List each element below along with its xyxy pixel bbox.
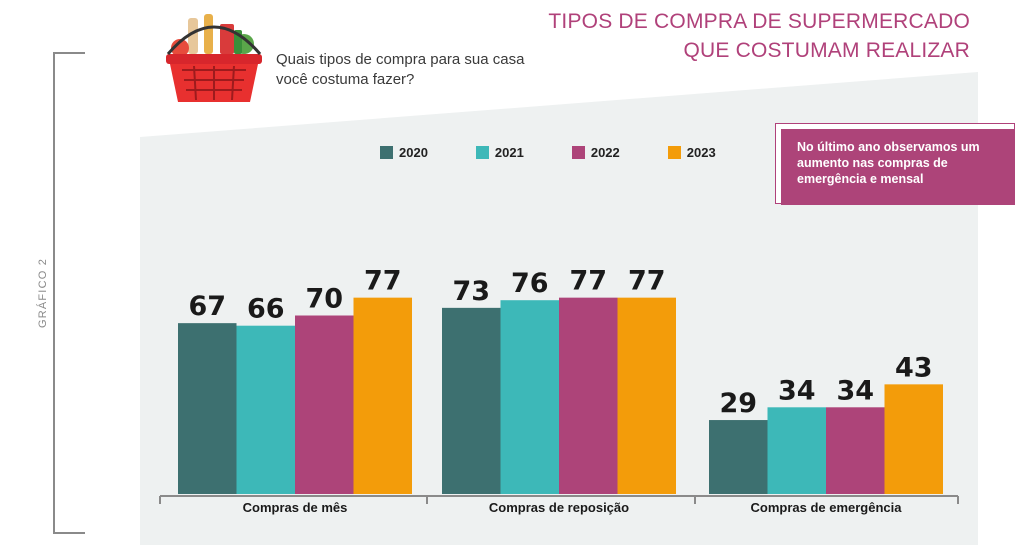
data-label: 66 — [247, 294, 285, 325]
data-label: 73 — [452, 276, 490, 307]
bar-2021-2 — [767, 407, 826, 494]
chart-legend: 2020 2021 2022 2023 — [380, 145, 764, 160]
callout-note: No último ano observamos um aumento nas … — [775, 123, 1015, 205]
bars-group: 67 66 70 77 73 76 77 77 29 34 34 43 — [178, 266, 943, 494]
legend-label: 2021 — [494, 145, 524, 160]
bar-2022-1 — [559, 297, 618, 494]
survey-question: Quais tipos de compra para sua casa você… — [276, 50, 524, 90]
bar-2020-1 — [442, 307, 501, 494]
legend-swatch — [380, 146, 393, 159]
x-axis: Compras de mês Compras de reposição Compra… — [159, 495, 959, 515]
data-label: 70 — [305, 284, 343, 315]
bar-2022-2 — [826, 407, 885, 494]
legend-label: 2020 — [399, 145, 428, 160]
legend-item-2020: 2020 — [380, 145, 428, 160]
question-line-1: Quais tipos de compra para sua casa — [276, 51, 525, 68]
legend-label: 2023 — [686, 145, 716, 160]
data-label: 43 — [895, 352, 933, 383]
bar-2023-2 — [884, 384, 943, 494]
legend-swatch — [667, 146, 681, 159]
category-label: Compras de mês — [243, 500, 348, 515]
legend-item-2021: 2021 — [475, 145, 524, 160]
legend-item-2023: 2023 — [667, 145, 716, 160]
category-label: Compras de reposição — [489, 500, 629, 515]
callout-text: No último ano observamos um aumento nas … — [797, 140, 980, 186]
bar-2020-0 — [178, 323, 237, 494]
title-line-1: TIPOS DE COMPRA DE SUPERMERCADO — [548, 10, 970, 33]
left-bracket — [53, 52, 85, 534]
legend-swatch — [475, 146, 489, 159]
title-line-2: QUE COSTUMAM REALIZAR — [683, 39, 970, 62]
data-label: 77 — [364, 266, 402, 297]
bar-2020-2 — [709, 420, 768, 494]
data-label: 77 — [628, 266, 666, 297]
shopping-basket-icon — [166, 14, 262, 102]
bar-2021-1 — [500, 300, 559, 494]
legend-swatch — [571, 146, 585, 159]
bar-2023-1 — [617, 297, 676, 494]
data-label: 77 — [569, 266, 607, 297]
legend-label: 2022 — [590, 145, 620, 160]
callout-fill — [781, 129, 1015, 205]
category-label: Compras de emergência — [750, 500, 902, 515]
data-label: 67 — [188, 291, 226, 322]
question-line-2: você costuma fazer? — [276, 71, 415, 88]
bar-2021-0 — [236, 325, 295, 494]
bar-2023-0 — [353, 297, 412, 494]
page-title: TIPOS DE COMPRA DE SUPERMERCADO QUE COST… — [548, 7, 970, 65]
data-label: 34 — [836, 375, 874, 406]
legend-item-2022: 2022 — [571, 145, 620, 160]
data-label: 34 — [778, 375, 816, 406]
bar-2022-0 — [295, 315, 354, 494]
data-label: 29 — [719, 388, 757, 419]
data-label: 76 — [511, 268, 549, 299]
